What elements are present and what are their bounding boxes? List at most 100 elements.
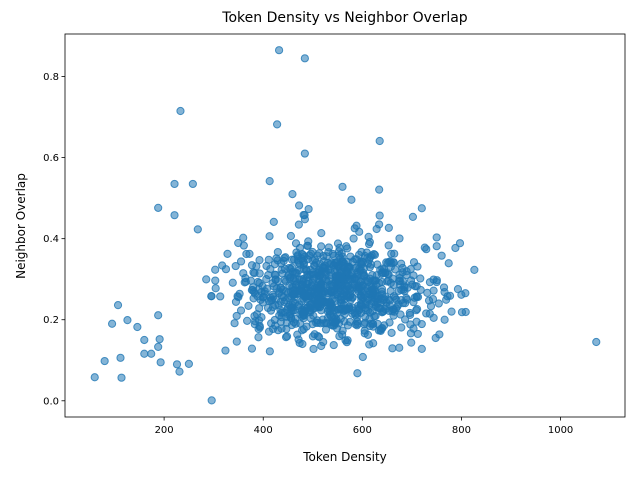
data-point [317,229,326,238]
data-point [242,249,251,259]
data-point [323,287,333,296]
data-point [184,359,193,369]
data-point [389,280,398,290]
data-point [425,309,434,318]
data-point [447,307,456,316]
data-point [384,276,393,285]
axes-frame [64,33,626,418]
data-point [417,344,426,354]
data-point [241,273,250,283]
data-point [402,270,411,280]
data-point [285,311,294,321]
data-point [417,204,426,213]
data-point [306,300,315,309]
data-point [211,284,220,293]
data-point [216,292,225,301]
data-point [116,353,125,362]
data-point [406,265,415,274]
x-axis-label: Token Density [302,450,387,464]
data-point [457,308,467,317]
data-point [394,286,403,295]
data-point [457,290,466,299]
data-point [347,195,356,204]
data-point [255,323,264,332]
data-point [353,369,362,378]
data-point [310,261,319,270]
data-point [343,244,352,253]
data-point [392,295,401,304]
data-point [260,287,269,296]
data-point [352,221,361,230]
data-point [395,276,405,285]
data-point [252,262,261,271]
data-point [342,285,351,294]
data-point [426,302,436,311]
data-point [361,312,370,321]
data-point [358,352,367,362]
data-point [230,319,239,328]
data-point [117,373,126,382]
data-point [385,301,394,310]
data-point [354,250,364,259]
data-point [423,288,432,297]
data-point [175,367,184,376]
data-point [193,225,202,234]
data-point [432,277,441,287]
data-point [353,285,362,294]
data-point [338,182,347,191]
data-point [408,212,418,222]
data-point [273,120,282,129]
data-point [235,289,244,298]
data-point [451,243,460,253]
data-point [413,262,422,271]
data-point [243,316,252,325]
data-point [239,233,248,242]
data-point [329,340,338,350]
data-point [297,307,306,316]
data-point [352,321,362,330]
data-point [422,245,431,254]
data-point [370,276,379,285]
data-point [409,298,418,307]
data-point [338,330,347,339]
data-point [397,323,406,332]
data-point [264,270,273,280]
data-point [440,315,449,324]
data-point [374,326,384,335]
data-point [236,257,246,266]
data-point [305,251,314,260]
data-point [416,274,425,283]
data-point [155,335,164,344]
data-point [277,265,286,274]
data-points [90,46,601,405]
data-point [384,241,393,250]
data-point [218,261,227,270]
data-point [290,290,299,299]
data-point [294,220,303,229]
data-point [428,294,438,304]
data-point [381,292,390,301]
chart-title: Token Density vs Neighbor Overlap [221,10,468,26]
data-point [360,320,369,329]
data-point [288,189,297,199]
data-point [406,276,416,285]
data-point [254,333,263,342]
data-point [113,301,123,310]
data-point [107,319,117,328]
y-axis-label: Neighbor Overlap [14,173,28,279]
data-point [231,261,240,271]
data-point [413,304,422,314]
data-point [401,315,410,324]
data-point [397,259,406,268]
data-point [326,268,335,277]
y-tick-label: 0.0 [43,396,59,407]
data-point [299,277,308,286]
data-point [378,308,387,317]
data-point [333,289,342,299]
data-point [434,299,443,308]
data-point [264,327,274,336]
data-point [348,293,357,302]
data-point [353,270,362,279]
data-point [369,322,378,331]
